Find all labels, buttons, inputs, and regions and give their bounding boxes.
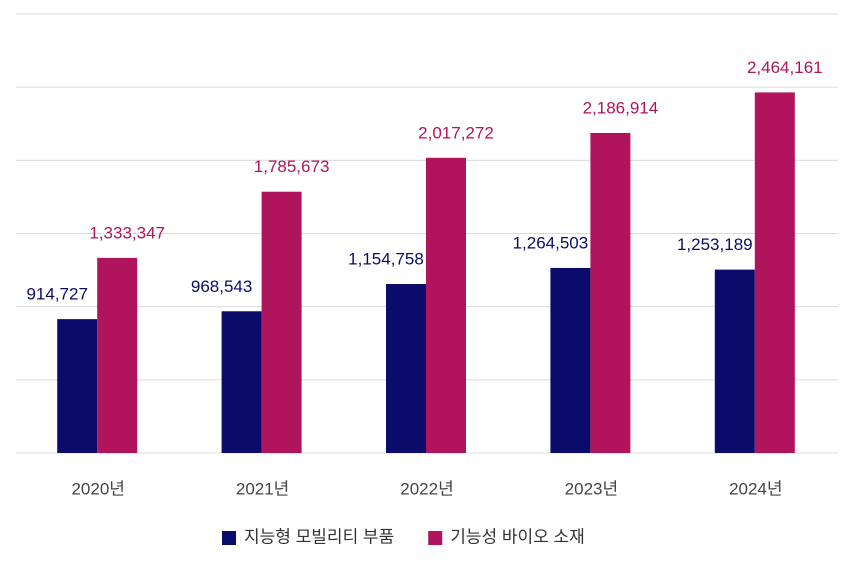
value-label: 968,543 <box>191 277 252 296</box>
bar <box>754 92 795 454</box>
legend-label: 지능형 모빌리티 부품 <box>244 527 394 546</box>
bar <box>590 132 631 454</box>
value-label: 1,253,189 <box>677 235 753 254</box>
bar <box>57 319 98 453</box>
value-label: 1,264,503 <box>513 233 589 252</box>
bar <box>261 191 302 453</box>
legend-label: 기능성 바이오 소재 <box>450 527 585 546</box>
bar <box>426 157 466 454</box>
bar <box>386 284 426 453</box>
bar <box>550 267 591 453</box>
value-label: 1,333,347 <box>89 223 165 242</box>
value-label: 914,727 <box>26 285 87 304</box>
value-label: 1,154,758 <box>348 250 424 269</box>
value-label: 2,186,914 <box>583 98 659 117</box>
value-label: 2,017,272 <box>418 123 494 142</box>
x-tick-label: 2022년 <box>400 479 453 498</box>
x-tick-label: 2023년 <box>565 479 618 498</box>
bar <box>221 311 262 453</box>
bar <box>714 269 755 453</box>
x-tick-label: 2021년 <box>236 479 289 498</box>
legend-swatch <box>428 531 443 545</box>
x-tick-label: 2020년 <box>71 479 124 498</box>
value-label: 2,464,161 <box>747 58 823 77</box>
legend-swatch <box>222 531 236 545</box>
x-tick-label: 2024년 <box>729 479 782 498</box>
bar <box>97 257 138 453</box>
value-label: 1,785,673 <box>254 157 330 176</box>
